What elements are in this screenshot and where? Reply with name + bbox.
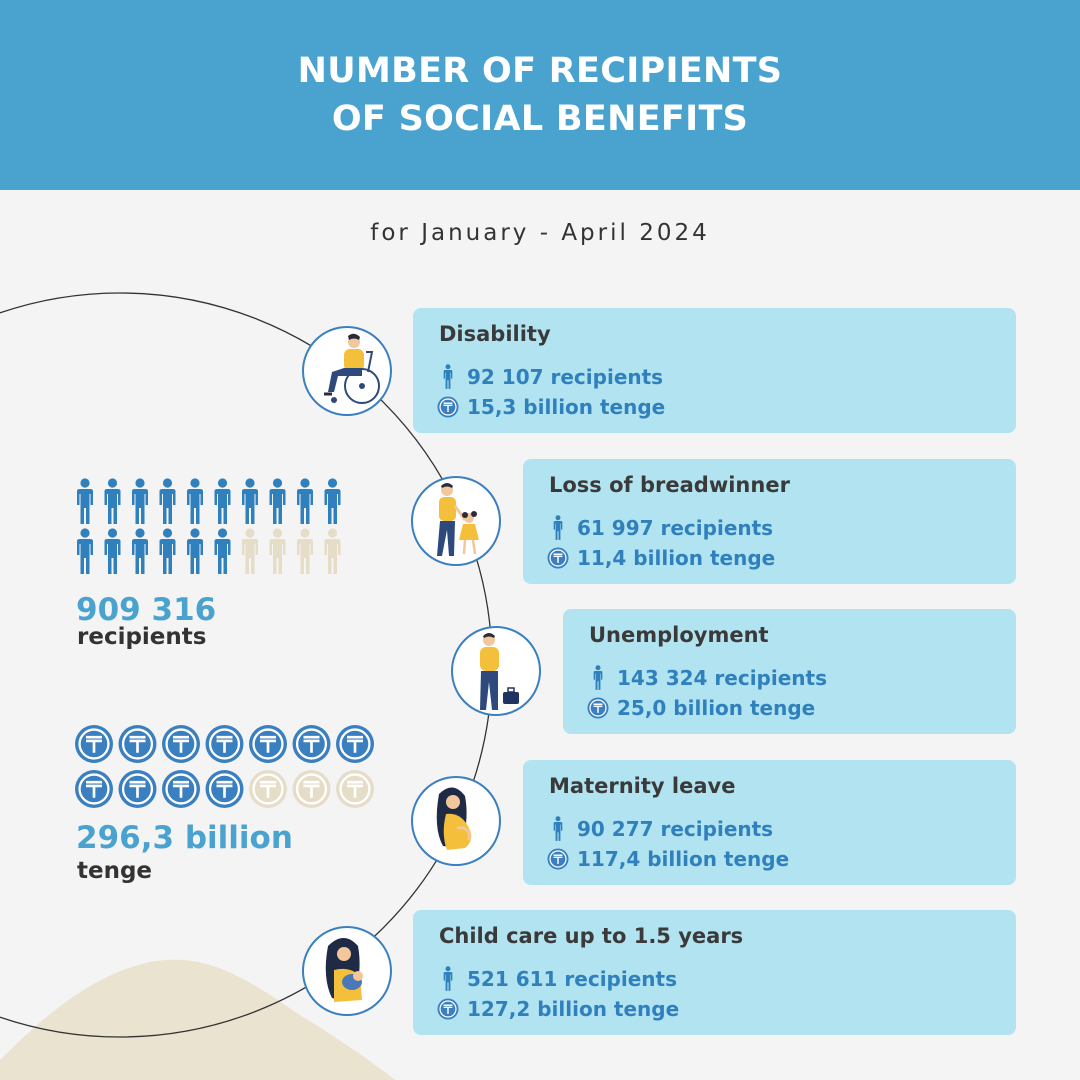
category-title: Maternity leave bbox=[549, 774, 736, 798]
tenge-coin-icon-empty bbox=[336, 770, 374, 808]
category-card-unemployment: Unemployment 143 324 recipients 25,0 bil… bbox=[563, 609, 1016, 734]
category-title: Child care up to 1.5 years bbox=[439, 924, 744, 948]
category-amount: 11,4 billion tenge bbox=[577, 546, 776, 570]
person-icon bbox=[547, 816, 569, 842]
person-icon-filled bbox=[214, 528, 231, 574]
man-with-briefcase-icon bbox=[451, 626, 541, 716]
person-icon-filled bbox=[187, 478, 203, 524]
mother-with-baby-icon bbox=[302, 926, 392, 1016]
person-icon-filled bbox=[132, 528, 148, 574]
period-subtitle: for January - April 2024 bbox=[370, 220, 710, 246]
total-recipients-label: recipients bbox=[77, 624, 207, 650]
category-recipients: 61 997 recipients bbox=[577, 516, 774, 540]
tenge-coin-icon-filled bbox=[118, 770, 157, 808]
person-icon-empty bbox=[269, 528, 286, 574]
person-icon-filled bbox=[104, 528, 121, 574]
category-card-loss-of-breadwinner: Loss of breadwinner 61 997 recipients 11… bbox=[523, 459, 1016, 584]
person-icon-filled bbox=[242, 478, 258, 524]
category-title: Loss of breadwinner bbox=[549, 473, 790, 497]
tenge-pictogram bbox=[75, 725, 374, 808]
wheelchair-person-icon bbox=[302, 326, 392, 416]
decorative-sand-shape bbox=[0, 959, 395, 1080]
tenge-coin-icon-filled bbox=[205, 770, 244, 808]
title-line-1: NUMBER OF RECIPIENTS bbox=[297, 51, 783, 91]
tenge-coin-icon-filled bbox=[118, 725, 157, 763]
person-icon-filled bbox=[187, 528, 203, 574]
person-icon-empty bbox=[297, 528, 313, 574]
total-recipients-value: 909 316 bbox=[76, 592, 217, 628]
tenge-coin-icon-filled bbox=[162, 725, 200, 763]
tenge-coin-icon bbox=[547, 545, 569, 571]
tenge-coin-icon bbox=[437, 996, 459, 1022]
title-line-2: OF SOCIAL BENEFITS bbox=[331, 99, 749, 139]
person-icon-filled bbox=[104, 478, 121, 524]
person-icon bbox=[437, 966, 459, 992]
tenge-coin-icon-filled bbox=[292, 725, 331, 763]
category-amount: 15,3 billion tenge bbox=[467, 395, 666, 419]
category-recipients: 92 107 recipients bbox=[467, 365, 664, 389]
page-title: NUMBER OF RECIPIENTS OF SOCIAL BENEFITS bbox=[298, 47, 783, 143]
category-recipients: 143 324 recipients bbox=[617, 666, 827, 690]
person-icon-filled bbox=[77, 528, 93, 574]
category-recipients: 521 611 recipients bbox=[467, 967, 677, 991]
tenge-coin-icon-empty bbox=[249, 770, 287, 808]
category-title: Unemployment bbox=[589, 623, 769, 647]
recipients-pictogram bbox=[77, 478, 341, 574]
category-card-maternity-leave: Maternity leave 90 277 recipients 117,4 … bbox=[523, 760, 1016, 885]
person-icon-filled bbox=[324, 478, 341, 524]
tenge-coin-icon bbox=[587, 695, 609, 721]
tenge-coin-icon bbox=[437, 394, 459, 420]
pregnant-woman-icon bbox=[411, 776, 501, 866]
parent-child-icon bbox=[411, 476, 501, 566]
person-icon bbox=[547, 515, 569, 541]
category-amount: 25,0 billion tenge bbox=[617, 696, 816, 720]
tenge-coin-icon-filled bbox=[75, 770, 113, 808]
category-title: Disability bbox=[439, 322, 551, 346]
tenge-coin-icon-filled bbox=[75, 725, 113, 763]
tenge-coin-icon-filled bbox=[162, 770, 200, 808]
total-tenge-label: tenge bbox=[77, 858, 153, 884]
tenge-coin-icon-filled bbox=[336, 725, 374, 763]
category-recipients: 90 277 recipients bbox=[577, 817, 774, 841]
person-icon-filled bbox=[159, 478, 176, 524]
person-icon-filled bbox=[132, 478, 148, 524]
person-icon-filled bbox=[214, 478, 231, 524]
category-card-child-care: Child care up to 1.5 years 521 611 recip… bbox=[413, 910, 1016, 1035]
person-icon-empty bbox=[242, 528, 258, 574]
person-icon-filled bbox=[77, 478, 93, 524]
person-icon-filled bbox=[297, 478, 313, 524]
tenge-coin-icon-filled bbox=[205, 725, 244, 763]
person-icon bbox=[587, 665, 609, 691]
tenge-coin-icon bbox=[547, 846, 569, 872]
person-icon bbox=[437, 364, 459, 390]
category-amount: 127,2 billion tenge bbox=[467, 997, 680, 1021]
tenge-coin-icon-filled bbox=[249, 725, 287, 763]
total-tenge-value: 296,3 billion bbox=[76, 820, 293, 856]
category-card-disability: Disability 92 107 recipients 15,3 billio… bbox=[413, 308, 1016, 433]
person-icon-empty bbox=[324, 528, 341, 574]
tenge-coin-icon-empty bbox=[292, 770, 331, 808]
person-icon-filled bbox=[269, 478, 286, 524]
person-icon-filled bbox=[159, 528, 176, 574]
header-banner: NUMBER OF RECIPIENTS OF SOCIAL BENEFITS bbox=[0, 0, 1080, 190]
category-amount: 117,4 billion tenge bbox=[577, 847, 790, 871]
